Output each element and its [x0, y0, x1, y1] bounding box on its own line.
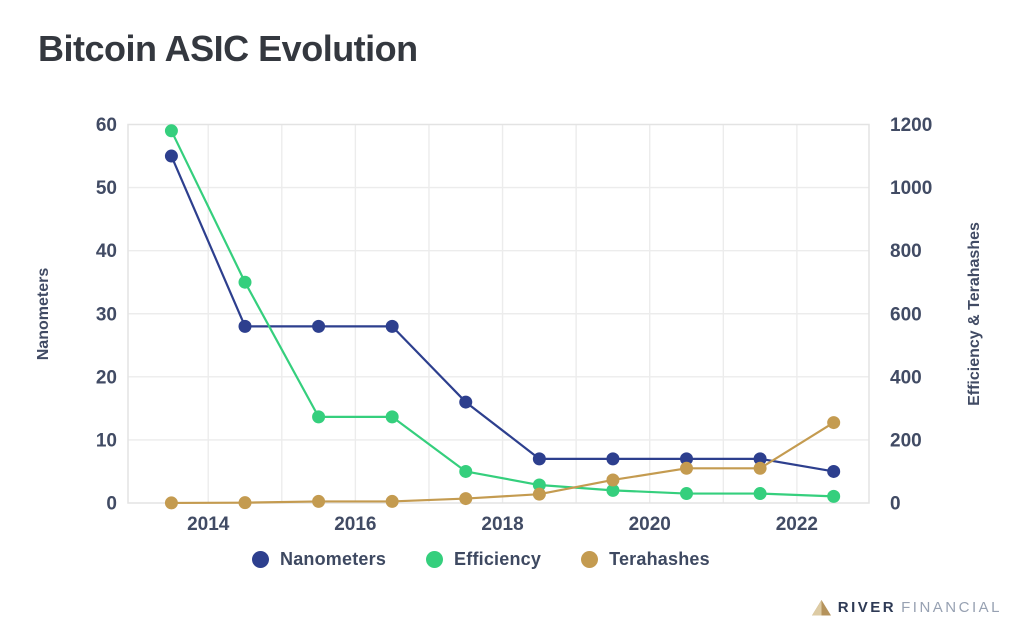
terahashes-point	[753, 461, 767, 475]
left-axis-tick-label: 50	[96, 178, 117, 199]
terahashes-point	[385, 494, 399, 508]
efficiency-swatch-icon	[426, 551, 444, 568]
efficiency-point	[385, 410, 399, 424]
right-axis-tick-label: 1200	[890, 115, 932, 136]
legend-label: Efficiency	[454, 549, 542, 569]
series-layer	[164, 124, 841, 510]
mountain-logo-icon	[811, 599, 831, 615]
efficiency-line	[170, 129, 835, 498]
terahashes-point	[827, 416, 841, 430]
right-axis-tick-label: 800	[890, 241, 922, 262]
terahashes-point	[164, 496, 178, 510]
terahashes-point	[459, 492, 473, 506]
legend-item-efficiency: Efficiency	[426, 549, 541, 570]
efficiency-point	[827, 489, 841, 503]
nanometers-point	[459, 395, 473, 409]
legend-item-nanometers: Nanometers	[252, 549, 386, 570]
nanometers-point	[532, 452, 546, 466]
left-axis-tick-label: 30	[96, 304, 117, 325]
logo-suffix-text: FINANCIAL	[901, 599, 1002, 616]
terahashes-line	[170, 421, 835, 505]
left-axis-tick-label: 40	[96, 241, 117, 262]
nanometers-point	[680, 452, 694, 466]
right-axis-tick-label: 200	[890, 430, 922, 451]
efficiency-point	[238, 275, 252, 289]
efficiency-point	[459, 464, 473, 478]
right-axis-tick-label: 400	[890, 367, 922, 388]
terahashes-point	[680, 461, 694, 475]
left-axis-tick-label: 0	[106, 494, 117, 515]
terahashes-point	[238, 496, 252, 510]
efficiency-point	[164, 124, 178, 138]
x-axis-tick-label: 2014	[187, 514, 230, 535]
right-axis-tick-label: 600	[890, 304, 922, 325]
left-axis-tick-label: 20	[96, 367, 117, 388]
right-axis-tick-label: 0	[890, 494, 901, 515]
legend-label: Nanometers	[280, 549, 387, 569]
right-axis-title: Efficiency & Terahashes	[966, 222, 983, 406]
right-axis-tick-label: 1000	[890, 178, 932, 199]
efficiency-point	[753, 487, 767, 501]
plot-border	[127, 123, 870, 504]
nanometers-point	[385, 319, 399, 333]
legend-label: Terahashes	[609, 549, 710, 569]
nanometers-point	[827, 464, 841, 478]
page-title: Bitcoin ASIC Evolution	[38, 28, 418, 69]
terahashes-swatch-icon	[581, 551, 599, 568]
efficiency-point	[680, 487, 694, 501]
nanometers-point	[238, 319, 252, 333]
left-axis-tick-label: 10	[96, 430, 117, 451]
x-axis-tick-label: 2018	[481, 514, 523, 535]
grid-layer	[127, 123, 870, 504]
nanometers-point	[606, 452, 620, 466]
terahashes-point	[532, 487, 546, 501]
efficiency-point	[606, 483, 620, 497]
nanometers-swatch-icon	[252, 551, 269, 568]
efficiency-point	[312, 410, 326, 424]
nanometers-point	[753, 452, 767, 466]
left-axis-title: Nanometers	[35, 268, 52, 361]
nanometers-line	[170, 154, 835, 473]
x-axis-tick-label: 2016	[334, 514, 376, 535]
terahashes-point	[606, 473, 620, 487]
terahashes-point	[312, 494, 326, 508]
river-financial-logo: RIVER FINANCIAL	[811, 599, 1002, 616]
chart-legend: Nanometers Efficiency Terahashes	[252, 549, 710, 570]
x-axis-tick-label: 2022	[776, 514, 818, 535]
x-axis-tick-label: 2020	[629, 514, 671, 535]
left-axis-tick-label: 60	[96, 115, 117, 136]
efficiency-point	[532, 478, 546, 492]
nanometers-point	[312, 319, 326, 333]
nanometers-point	[164, 149, 178, 163]
logo-brand-text: RIVER	[837, 599, 897, 616]
legend-item-terahashes: Terahashes	[581, 549, 710, 570]
